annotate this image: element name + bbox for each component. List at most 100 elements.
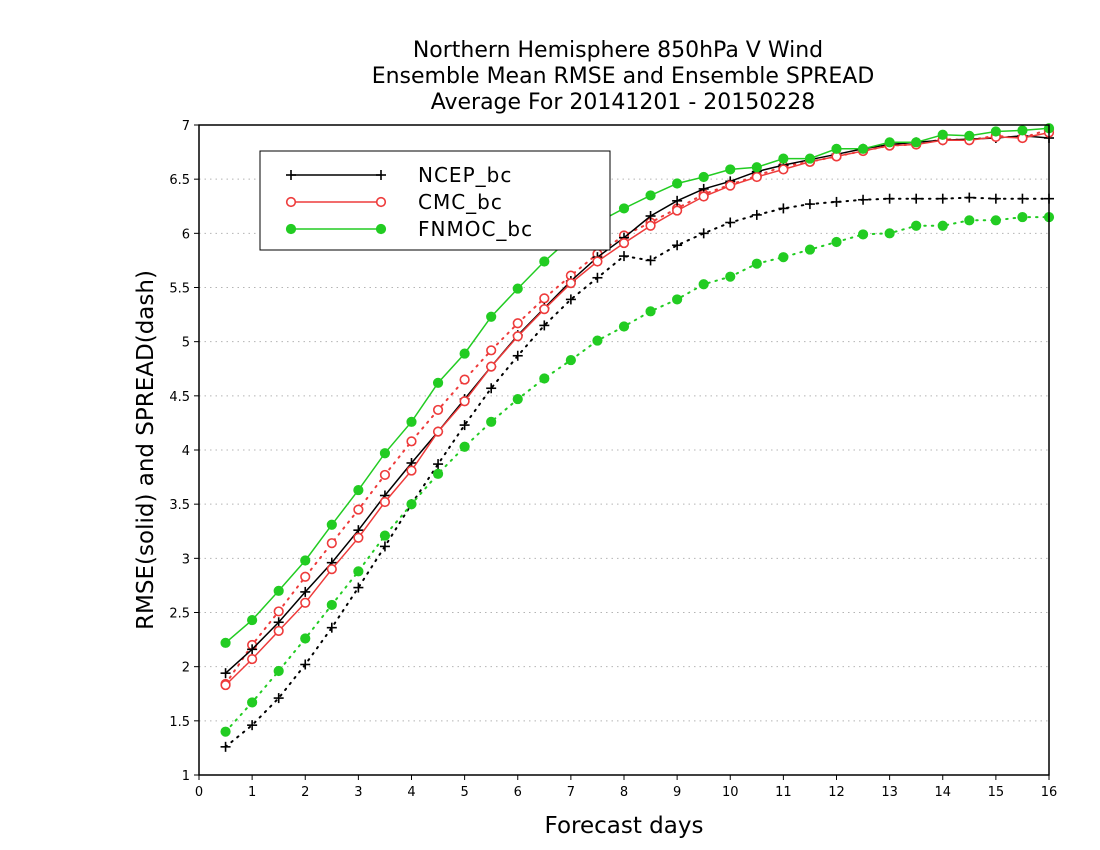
fnmoc-bc-spread-point: [247, 697, 258, 708]
fnmoc-bc-spread-point: [672, 294, 683, 305]
fnmoc-bc-rmse-point: [857, 143, 869, 154]
legend: NCEP_bc CMC_bc FNMOC_bc: [259, 150, 611, 251]
x-tick-label: 5: [460, 785, 468, 800]
cmc-bc-rmse-point: [406, 465, 417, 476]
fnmoc-bc-rmse-point: [486, 311, 497, 322]
cmc-bc-rmse-point: [778, 164, 789, 175]
title-line-2: Ensemble Mean RMSE and Ensemble SPREAD: [372, 64, 875, 89]
legend-entry-fnmoc-bc: FNMOC_bc: [285, 217, 533, 241]
ncep-bc-spread-line: [224, 196, 1050, 748]
x-tick-label: 2: [301, 785, 309, 800]
fnmoc-bc-rmse-point: [725, 164, 736, 175]
fnmoc-bc-spread-point: [300, 633, 311, 644]
fnmoc-bc-rmse-point: [406, 416, 417, 427]
y-tick-label: 2: [182, 661, 190, 676]
fnmoc-bc-rmse-point: [459, 348, 470, 359]
fnmoc-bc-spread-point: [539, 373, 550, 384]
ncep-bc-spread-point: [273, 693, 284, 704]
fnmoc-bc-spread-point: [778, 252, 789, 263]
plot-frame: [198, 124, 1050, 776]
fnmoc-bc-rmse-point: [326, 519, 337, 530]
fnmoc-bc-spread-point: [990, 215, 1001, 226]
cmc-bc-spread-point: [379, 469, 391, 481]
ncep-bc-spread-point: [990, 193, 1001, 204]
cmc-bc-rmse-point: [751, 171, 762, 183]
fnmoc-bc-spread-point: [353, 566, 364, 577]
legend-swatch-marker: [375, 223, 387, 235]
fnmoc-bc-spread-line: [224, 216, 1050, 733]
ncep-bc-spread-point: [1017, 193, 1028, 204]
legend-swatch-marker: [285, 223, 297, 235]
cmc-bc-rmse-point: [432, 426, 444, 437]
fnmoc-bc-spread-point: [645, 306, 656, 317]
ncep-bc-spread-point: [300, 659, 311, 670]
ncep-bc-rmse-point: [672, 195, 683, 206]
cmc-bc-rmse-point: [698, 191, 709, 202]
cmc-bc-rmse-point: [539, 304, 550, 315]
cmc-bc-spread-point: [353, 504, 364, 515]
legend-swatch-marker: [285, 196, 297, 208]
fnmoc-bc-rmse-point: [300, 555, 311, 566]
fnmoc-bc-rmse-point: [273, 585, 284, 596]
ncep-bc-spread-point: [751, 209, 762, 220]
x-tick-label: 7: [567, 785, 575, 800]
cmc-bc-rmse-point: [565, 278, 576, 289]
cmc-bc-spread-point: [406, 436, 417, 447]
fnmoc-bc-spread-point: [459, 441, 470, 452]
x-tick-label: 9: [673, 785, 681, 800]
cmc-bc-rmse-point: [247, 653, 258, 665]
ncep-bc-spread-point: [247, 720, 258, 731]
ncep-bc-rmse-point: [300, 586, 311, 597]
x-tick-label: 10: [722, 785, 739, 800]
fnmoc-bc-rmse-point: [884, 137, 895, 148]
cmc-bc-spread-point: [273, 606, 284, 617]
ncep-bc-spread-point: [858, 194, 869, 205]
y-tick-label: 4.5: [169, 390, 190, 405]
legend-label: CMC_bc: [418, 190, 503, 214]
fnmoc-bc-spread-point: [432, 468, 444, 479]
fnmoc-bc-spread-point: [751, 258, 762, 269]
fnmoc-bc-spread-point: [698, 279, 709, 290]
ncep-bc-spread-point: [619, 251, 629, 262]
ncep-bc-spread-point: [725, 217, 736, 228]
ncep-bc-spread-point: [698, 228, 709, 239]
fnmoc-bc-rmse-point: [804, 153, 816, 164]
fnmoc-bc-rmse-point: [353, 484, 364, 496]
ncep-bc-spread-point: [964, 192, 975, 203]
x-tick-label: 6: [514, 785, 522, 800]
cmc-bc-rmse-point: [326, 564, 337, 575]
legend-label: FNMOC_bc: [418, 217, 533, 241]
legend-swatch-marker: [376, 170, 386, 180]
fnmoc-bc-spread-point: [379, 530, 391, 541]
fnmoc-bc-rmse-point: [512, 283, 523, 294]
x-tick-label: 4: [407, 785, 415, 800]
fnmoc-bc-spread-point: [725, 271, 736, 282]
x-tick-label: 15: [988, 785, 1005, 800]
cmc-bc-spread-point: [300, 571, 311, 582]
chart-title: Northern Hemisphere 850hPa V Wind Ensemb…: [372, 38, 875, 115]
ncep-bc-rmse-point: [645, 211, 656, 221]
ncep-bc-spread-point: [565, 294, 576, 305]
fnmoc-bc-spread-point: [326, 599, 337, 611]
fnmoc-bc-spread-point: [220, 726, 231, 737]
ncep-bc-spread-point: [592, 272, 603, 283]
fnmoc-bc-rmse-point: [698, 171, 709, 183]
fnmoc-bc-spread-point: [911, 220, 922, 231]
x-axis-label: Forecast days: [545, 813, 704, 839]
legend-swatch-marker: [375, 196, 387, 208]
ncep-bc-spread-point: [512, 350, 523, 361]
fnmoc-bc-spread-point: [486, 416, 497, 427]
y-tick-label: 5: [182, 336, 190, 351]
fnmoc-bc-rmse-point: [645, 190, 656, 201]
fnmoc-bc-rmse-point: [539, 256, 550, 267]
cmc-bc-rmse-point: [273, 625, 284, 637]
cmc-bc-rmse-point: [645, 220, 656, 231]
fnmoc-bc-rmse-point: [964, 130, 975, 141]
cmc-bc-spread-point: [432, 404, 444, 416]
fnmoc-bc-spread-point: [406, 499, 417, 510]
x-tick-label: 12: [828, 785, 845, 800]
fnmoc-bc-spread-point: [831, 236, 842, 248]
axes: 11.522.533.544.555.566.570 1 2 3 4 5 6 7 8 9 10 11 1…: [169, 119, 1057, 800]
fnmoc-bc-spread-point: [512, 393, 523, 405]
